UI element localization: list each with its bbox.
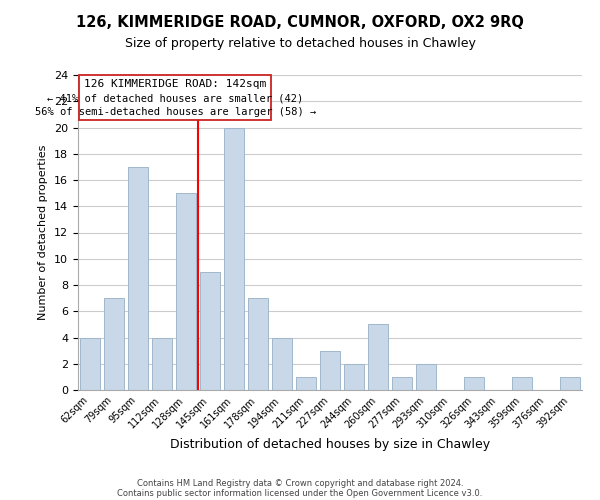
Bar: [344, 364, 364, 390]
Bar: [320, 350, 340, 390]
FancyBboxPatch shape: [79, 75, 271, 120]
Text: Size of property relative to detached houses in Chawley: Size of property relative to detached ho…: [125, 38, 475, 51]
Text: Contains public sector information licensed under the Open Government Licence v3: Contains public sector information licen…: [118, 488, 482, 498]
Bar: [464, 377, 484, 390]
Bar: [176, 193, 196, 390]
Text: 126, KIMMERIDGE ROAD, CUMNOR, OXFORD, OX2 9RQ: 126, KIMMERIDGE ROAD, CUMNOR, OXFORD, OX…: [76, 15, 524, 30]
Bar: [368, 324, 388, 390]
Bar: [512, 377, 532, 390]
Bar: [392, 377, 412, 390]
Bar: [560, 377, 580, 390]
Bar: [104, 298, 124, 390]
Bar: [224, 128, 244, 390]
Bar: [152, 338, 172, 390]
X-axis label: Distribution of detached houses by size in Chawley: Distribution of detached houses by size …: [170, 438, 490, 451]
Bar: [272, 338, 292, 390]
Text: 56% of semi-detached houses are larger (58) →: 56% of semi-detached houses are larger (…: [35, 107, 316, 117]
Bar: [416, 364, 436, 390]
Bar: [248, 298, 268, 390]
Bar: [200, 272, 220, 390]
Text: Contains HM Land Registry data © Crown copyright and database right 2024.: Contains HM Land Registry data © Crown c…: [137, 478, 463, 488]
Bar: [296, 377, 316, 390]
Y-axis label: Number of detached properties: Number of detached properties: [38, 145, 49, 320]
Text: 126 KIMMERIDGE ROAD: 142sqm: 126 KIMMERIDGE ROAD: 142sqm: [84, 79, 266, 89]
Text: ← 41% of detached houses are smaller (42): ← 41% of detached houses are smaller (42…: [47, 94, 304, 104]
Bar: [128, 167, 148, 390]
Bar: [80, 338, 100, 390]
